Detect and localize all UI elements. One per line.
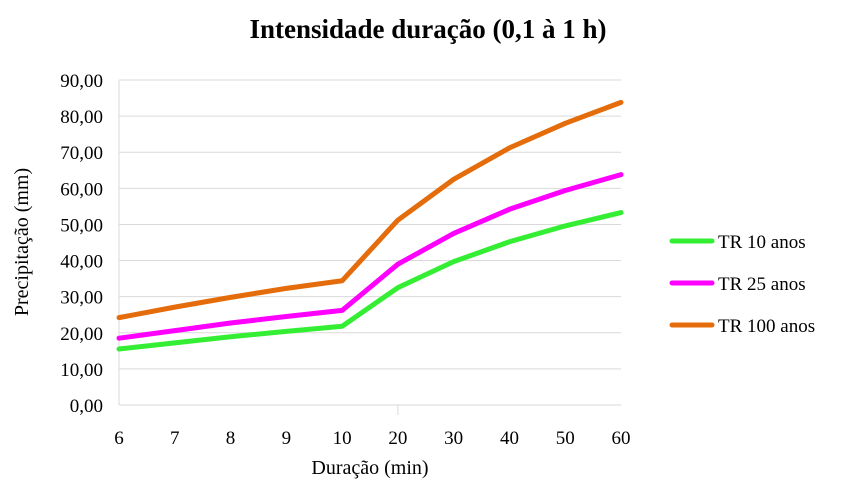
x-axis-title: Duração (min) xyxy=(311,457,428,479)
y-tick-label: 40,00 xyxy=(60,252,103,273)
x-tick-label: 8 xyxy=(226,428,236,449)
series-lines xyxy=(116,99,624,352)
y-axis-title: Precipitação (mm) xyxy=(11,168,33,316)
y-tick-label: 60,00 xyxy=(60,179,103,200)
y-tick-label: 0,00 xyxy=(70,396,103,417)
legend-label: TR 10 anos xyxy=(718,232,806,253)
x-axis-ticks: 6 7 8 9 10 20 30 40 50 60 xyxy=(114,428,630,449)
y-tick-label: 30,00 xyxy=(60,288,103,309)
legend: TR 10 anos TR 25 anos TR 100 anos xyxy=(669,232,815,337)
legend-label: TR 100 anos xyxy=(718,316,815,337)
y-axis-ticks: 0,00 10,00 20,00 30,00 40,00 50,00 60,00 70,00 8… xyxy=(60,71,103,417)
gridlines xyxy=(118,79,621,415)
x-tick-label: 40 xyxy=(500,428,519,449)
x-tick-label: 50 xyxy=(556,428,575,449)
y-tick-label: 80,00 xyxy=(60,107,103,128)
y-tick-label: 10,00 xyxy=(60,360,103,381)
x-tick-label: 30 xyxy=(444,428,463,449)
y-tick-label: 50,00 xyxy=(60,215,103,236)
chart-title: Intensidade duração (0,1 à 1 h) xyxy=(249,14,606,44)
x-tick-label: 10 xyxy=(333,428,352,449)
x-tick-label: 60 xyxy=(612,428,631,449)
series-line xyxy=(116,210,624,352)
series-line xyxy=(116,99,624,321)
x-tick-label: 7 xyxy=(170,428,180,449)
y-tick-label: 90,00 xyxy=(60,71,103,92)
x-tick-label: 20 xyxy=(388,428,407,449)
y-tick-label: 70,00 xyxy=(60,143,103,164)
series-line xyxy=(116,172,624,341)
x-tick-label: 6 xyxy=(114,428,124,449)
x-tick-label: 9 xyxy=(282,428,292,449)
y-tick-label: 20,00 xyxy=(60,324,103,345)
legend-label: TR 25 anos xyxy=(718,274,806,295)
